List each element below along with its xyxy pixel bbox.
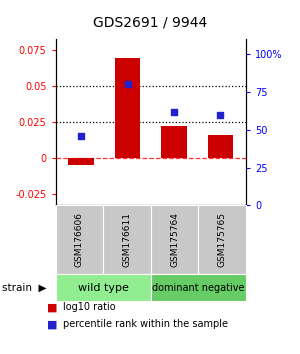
Point bbox=[218, 112, 223, 118]
Text: ■: ■ bbox=[46, 319, 57, 329]
Text: wild type: wild type bbox=[78, 282, 129, 293]
Text: GSM176606: GSM176606 bbox=[75, 212, 84, 267]
Text: GSM175764: GSM175764 bbox=[170, 212, 179, 267]
Point bbox=[79, 133, 83, 138]
Text: GDS2691 / 9944: GDS2691 / 9944 bbox=[93, 16, 207, 30]
Bar bbox=[68, 158, 94, 165]
Text: dominant negative: dominant negative bbox=[152, 282, 244, 293]
Text: strain  ▶: strain ▶ bbox=[2, 282, 46, 293]
Bar bbox=[208, 135, 233, 158]
Text: GSM175765: GSM175765 bbox=[218, 212, 227, 267]
Bar bbox=[161, 126, 187, 158]
Text: GSM176611: GSM176611 bbox=[122, 212, 131, 267]
Text: percentile rank within the sample: percentile rank within the sample bbox=[63, 319, 228, 329]
Point bbox=[172, 109, 176, 114]
Text: ■: ■ bbox=[46, 302, 57, 312]
Text: log10 ratio: log10 ratio bbox=[63, 302, 116, 312]
Point bbox=[125, 81, 130, 87]
Bar bbox=[115, 58, 140, 158]
